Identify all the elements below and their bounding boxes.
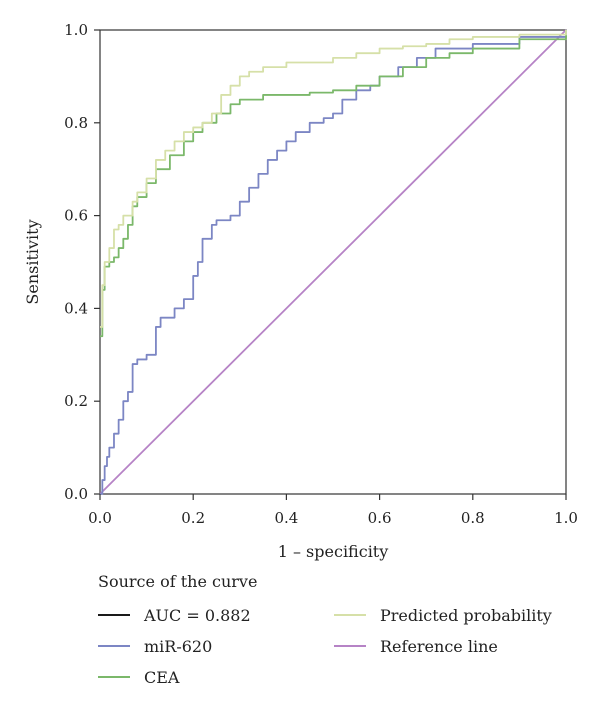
x-tick-label: 0.8: [461, 509, 485, 527]
x-tick-label: 0.2: [181, 509, 205, 527]
y-tick-label: 0.6: [64, 207, 88, 225]
y-axis-ticks: 0.0 0.2 0.4 0.6 0.8 1.0: [64, 21, 100, 503]
legend-swatch-auc: [98, 614, 130, 616]
plot-area-frame: [99, 29, 567, 495]
legend-item-predicted-probability: Predicted probability: [334, 603, 552, 627]
legend-label-reference-line: Reference line: [380, 636, 498, 656]
y-axis-title: Sensitivity: [23, 219, 42, 304]
legend-label-mir620: miR-620: [144, 636, 213, 656]
roc-chart: 0.0 0.2 0.4 0.6 0.8 1.0 0.0 0.2 0.4 0.6 0.8 1.0 1 …: [23, 21, 578, 561]
x-axis-title: 1 – specificity: [278, 542, 389, 561]
legend-label-predicted-probability: Predicted probability: [380, 605, 552, 625]
legend-item-mir620: miR-620: [98, 634, 212, 658]
y-tick-label: 0.0: [64, 485, 88, 503]
legend-swatch-predicted-probability: [334, 614, 366, 616]
curves-layer: [99, 29, 567, 495]
legend-item-cea: CEA: [98, 665, 179, 689]
y-tick-label: 0.4: [64, 299, 88, 317]
x-tick-label: 1.0: [554, 509, 578, 527]
x-axis-ticks: 0.0 0.2 0.4 0.6 0.8 1.0: [88, 494, 578, 527]
legend-swatch-reference-line: [334, 645, 366, 647]
y-tick-label: 0.8: [64, 114, 88, 132]
y-tick-label: 1.0: [64, 21, 88, 39]
x-tick-label: 0.4: [274, 509, 298, 527]
legend-label-auc: AUC = 0.882: [144, 605, 251, 625]
legend: Source of the curve AUC = 0.882 miR-620 …: [98, 570, 578, 695]
legend-item-reference-line: Reference line: [334, 634, 498, 658]
x-tick-label: 0.6: [368, 509, 392, 527]
predicted-probability-curve: [100, 30, 567, 328]
legend-swatch-mir620: [98, 645, 130, 647]
x-tick-label: 0.0: [88, 509, 112, 527]
legend-item-auc: AUC = 0.882: [98, 603, 251, 627]
cea-curve: [100, 30, 567, 338]
reference-line: [99, 29, 567, 495]
legend-label-cea: CEA: [144, 667, 180, 687]
y-tick-label: 0.2: [64, 392, 88, 410]
legend-swatch-cea: [98, 676, 130, 678]
legend-title: Source of the curve: [98, 572, 258, 591]
